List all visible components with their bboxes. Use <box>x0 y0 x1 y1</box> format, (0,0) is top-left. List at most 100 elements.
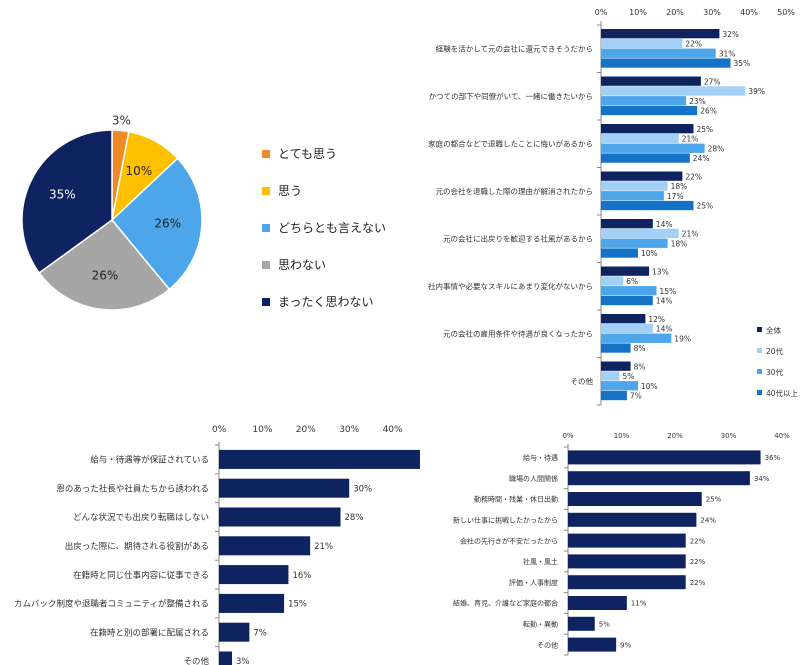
pie-slice-label: 3% <box>112 113 131 127</box>
data-label: 10% <box>641 249 658 258</box>
legend-label: どちらとも言えない <box>278 221 387 235</box>
x-tick-label: 20% <box>667 432 683 440</box>
data-label: 5% <box>599 620 610 628</box>
category-label: その他 <box>571 376 594 386</box>
category-label: かつての部下や同僚がいて、一緒に働きたいから <box>429 91 593 101</box>
category-label: 会社の先行きが不安だったから <box>460 536 558 545</box>
legend-item: どちらとも言えない <box>262 209 386 246</box>
x-tick-label: 0% <box>595 8 608 17</box>
bar <box>601 314 646 324</box>
category-label: 給与・待遇等が保証されている <box>90 455 209 466</box>
data-label: 14% <box>656 325 673 334</box>
category-label: 給与・待遇 <box>523 453 558 462</box>
pie-slice-label: 35% <box>49 188 76 202</box>
data-label: 25% <box>697 202 714 211</box>
bar <box>219 449 420 469</box>
category-label: 出戻った際に、期待される役割がある <box>65 541 209 552</box>
data-label: 25% <box>697 125 714 134</box>
legend-swatch <box>262 186 270 195</box>
bar <box>601 105 698 116</box>
data-label: 15% <box>288 600 307 610</box>
data-label: 34% <box>754 475 770 483</box>
bar <box>601 219 653 229</box>
pie-legend: とても思う 思う どちらとも言えない 思わない まったく思わない <box>262 135 386 320</box>
data-label: 9% <box>620 641 631 649</box>
bar <box>601 38 683 49</box>
data-label: 30% <box>353 484 372 494</box>
x-tick-label: 20% <box>666 8 684 17</box>
x-tick-label: 0% <box>562 432 573 440</box>
category-label: 勤務時間・残業・休日出勤 <box>474 495 558 504</box>
bar <box>568 471 750 486</box>
data-label: 31% <box>719 49 736 58</box>
pie-slice-label: 10% <box>126 164 153 178</box>
pie-slice <box>38 218 171 311</box>
data-label: 32% <box>722 30 739 39</box>
bar <box>219 651 233 665</box>
bar <box>601 86 746 96</box>
data-label: 12% <box>648 315 665 324</box>
pie-slice <box>110 157 203 291</box>
bar <box>601 171 683 181</box>
x-tick-label: 10% <box>614 432 630 440</box>
data-label: 21% <box>682 230 699 239</box>
data-label: 14% <box>656 220 673 229</box>
bar <box>601 323 653 334</box>
x-tick-label: 30% <box>721 432 737 440</box>
bar <box>601 76 701 86</box>
legend-label: まったく思わない <box>278 295 374 309</box>
legend-swatch <box>757 348 762 353</box>
legend-label: とても思う <box>278 147 338 161</box>
x-tick-label: 40% <box>774 432 790 440</box>
data-label: 8% <box>634 344 646 353</box>
bar <box>219 478 350 498</box>
legend-label: 思わない <box>278 258 327 272</box>
data-label: 28% <box>708 144 725 153</box>
category-label: 元の会社に出戻りを歓迎する社風があるから <box>443 234 593 244</box>
bar <box>601 276 624 286</box>
bar <box>601 248 638 258</box>
legend-swatch <box>262 223 270 232</box>
bar <box>601 238 668 248</box>
bar <box>601 181 668 191</box>
category-label: その他 <box>537 640 558 649</box>
legend-swatch <box>262 260 270 269</box>
legend-swatch <box>757 327 762 332</box>
bar <box>568 512 697 527</box>
category-label: 家庭の都合などで退職したことに悔いがあるから <box>428 139 593 149</box>
data-label: 13% <box>652 267 669 276</box>
data-label: 22% <box>690 558 706 566</box>
data-label: 18% <box>671 239 688 248</box>
data-label: 21% <box>682 135 699 144</box>
bar <box>601 133 679 144</box>
bar <box>601 371 620 381</box>
bar <box>219 593 285 613</box>
x-tick-label: 20% <box>296 425 316 435</box>
x-tick-label: 40% <box>740 8 758 17</box>
legend-label: 20代 <box>766 346 784 356</box>
legend-item: まったく思わない <box>262 283 386 320</box>
data-label: 19% <box>674 334 691 343</box>
data-label: 21% <box>314 542 333 552</box>
x-tick-label: 40% <box>383 425 403 435</box>
bar <box>568 596 627 610</box>
bar <box>568 450 761 465</box>
data-label: 22% <box>685 172 702 181</box>
bar <box>568 575 686 590</box>
bar <box>601 381 638 391</box>
bar <box>601 153 690 163</box>
data-label: 26% <box>700 107 717 116</box>
x-tick-label: 10% <box>252 425 272 435</box>
bar <box>219 565 289 585</box>
category-label: 新しい仕事に挑戦したかったから <box>453 515 558 524</box>
category-label: 転勤・異動 <box>523 619 558 628</box>
category-label: 元の会社を退職した際の理由が解消されたから <box>436 186 594 196</box>
category-label: その他 <box>183 656 209 665</box>
x-tick-label: 10% <box>629 8 647 17</box>
category-label: カムバック制度や退職者コミュニティが整備される <box>14 599 209 610</box>
bar <box>601 228 679 239</box>
data-label: 10% <box>641 382 658 391</box>
legend-swatch <box>757 390 762 395</box>
pie-slice-label: 26% <box>92 268 119 282</box>
reasons-bar-chart: 0% 10% 20% 30% 40% 50% 経験を活かして元の会社に還元できそうだから 32… <box>428 8 799 406</box>
